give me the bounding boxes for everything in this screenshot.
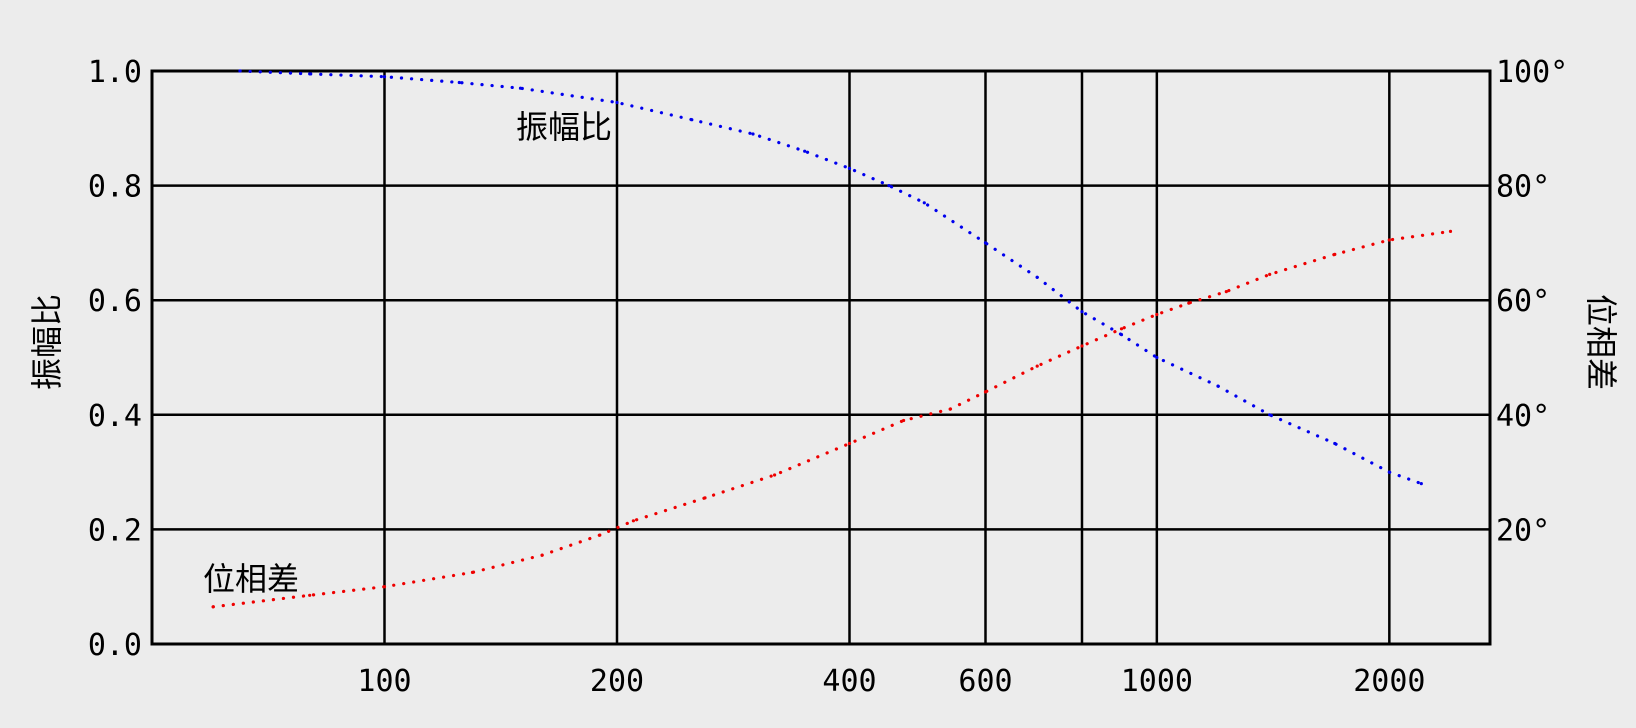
right-y-tick-label-100: 100° [1496, 55, 1568, 90]
data-point [948, 407, 952, 411]
x-tick-label-2000: 2000 [1353, 664, 1425, 699]
right-y-tick-label-20: 20° [1496, 513, 1550, 548]
data-point [1387, 238, 1391, 242]
x-tick-label-200: 200 [590, 664, 644, 699]
left-y-tick-label-0.4: 0.4 [88, 399, 142, 434]
data-point [540, 553, 544, 557]
x-tick-label-400: 400 [822, 664, 876, 699]
x-tick-label-1000: 1000 [1121, 664, 1193, 699]
data-point [382, 75, 387, 79]
data-point [1224, 290, 1228, 294]
data-point [631, 519, 636, 523]
data-point [238, 69, 242, 73]
horizontal-gridlines [152, 184, 1490, 531]
data-point [983, 241, 988, 245]
data-point [470, 570, 475, 575]
right-y-axis-title: 位相差 [1582, 294, 1620, 390]
data-point [847, 166, 852, 170]
left-y-tick-label-1: 1.0 [88, 55, 142, 90]
left-y-tick-label-0.2: 0.2 [88, 513, 142, 548]
series-0 [238, 69, 1423, 486]
data-point [751, 132, 755, 136]
data-point [1268, 413, 1272, 417]
left-y-tick-label-0.8: 0.8 [88, 170, 142, 205]
data-point [382, 585, 387, 589]
data-point [1333, 441, 1337, 446]
right-y-tick-label-40: 40° [1496, 399, 1550, 434]
data-point [1419, 482, 1423, 486]
x-tick-label-100: 100 [357, 664, 411, 699]
data-point [457, 80, 461, 85]
left-y-tick-labels: 0.0 0.2 0.4 0.6 0.8 1.0 [88, 55, 142, 663]
right-y-tick-labels: 20° 40° 60° 80° 100° [1496, 55, 1568, 548]
data-point [703, 496, 707, 500]
data-point [518, 86, 523, 90]
data-point [922, 201, 926, 205]
data-point [308, 72, 312, 76]
data-point [1035, 364, 1039, 368]
left-y-tick-label-0: 0.0 [88, 628, 142, 663]
data-point [902, 418, 906, 423]
data-point [1387, 470, 1391, 474]
data-point [1080, 310, 1084, 314]
series-label-phase-difference: 位相差 [203, 560, 299, 598]
left-y-tick-label-0.6: 0.6 [88, 284, 142, 319]
data-point [1155, 355, 1159, 360]
data-point [1035, 275, 1039, 279]
data-point [1216, 384, 1220, 388]
data-point [1187, 301, 1191, 305]
data-point [308, 593, 312, 597]
data-point [1119, 333, 1124, 337]
series-label-amplitude-ratio: 振幅比 [516, 108, 612, 146]
plot-frame [150, 69, 1492, 646]
data-point [1080, 344, 1084, 348]
right-y-tick-label-60: 60° [1496, 284, 1550, 319]
data-point [690, 118, 694, 122]
data-point [1119, 327, 1124, 331]
data-point [983, 390, 988, 394]
data-point [847, 441, 852, 446]
data-point [1333, 252, 1337, 256]
x-tick-label-600: 600 [958, 664, 1012, 699]
data-point [1155, 312, 1159, 317]
series-dotted-line-0 [238, 69, 1423, 486]
series-1 [211, 229, 1453, 609]
data-point [773, 473, 777, 477]
data-point [598, 533, 602, 537]
left-y-axis-title: 振幅比 [28, 294, 66, 390]
vertical-gridlines [383, 71, 1391, 644]
data-point [1448, 229, 1453, 233]
series-dotted-line-1 [211, 229, 1453, 609]
x-tick-labels: 100 200 400 600 1000 2000 [357, 664, 1425, 699]
right-y-tick-label-80: 80° [1496, 170, 1550, 205]
data-point [211, 605, 215, 609]
series-layer [211, 69, 1453, 609]
data-point [887, 184, 891, 188]
data-point [803, 149, 807, 153]
data-point [1268, 272, 1272, 276]
data-point [615, 100, 619, 105]
